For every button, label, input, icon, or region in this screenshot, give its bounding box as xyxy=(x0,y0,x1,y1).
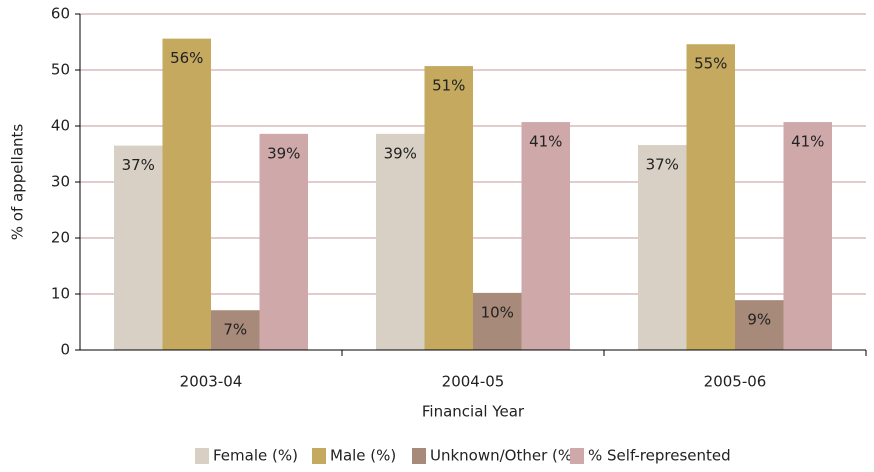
x-tick-label: 2004-05 xyxy=(442,373,505,391)
legend-label: % Self-represented xyxy=(588,447,731,465)
bar xyxy=(521,122,570,350)
bar xyxy=(376,133,425,350)
data-label: 7% xyxy=(223,321,247,339)
data-label: 10% xyxy=(481,303,514,321)
legend-swatch xyxy=(195,448,209,464)
y-tick-label: 0 xyxy=(60,341,70,359)
bar xyxy=(686,44,735,351)
data-label: 51% xyxy=(432,77,465,95)
x-axis-label: Financial Year xyxy=(422,403,525,421)
legend-swatch xyxy=(412,448,426,464)
y-tick-label: 40 xyxy=(51,117,70,135)
y-tick-label: 60 xyxy=(51,5,70,23)
y-tick-label: 50 xyxy=(51,61,70,79)
data-label: 37% xyxy=(122,156,155,174)
bar xyxy=(735,300,784,350)
bar xyxy=(259,133,308,350)
data-label: 55% xyxy=(694,55,727,73)
y-tick-label: 10 xyxy=(51,285,70,303)
data-label: 37% xyxy=(646,156,679,174)
y-tick-label: 30 xyxy=(51,173,70,191)
bar xyxy=(424,66,473,350)
bar xyxy=(473,292,522,350)
legend-swatch xyxy=(570,448,584,464)
bar xyxy=(211,310,260,350)
data-label: 41% xyxy=(791,133,824,151)
data-label: 9% xyxy=(747,311,771,329)
legend-label: Unknown/Other (%) xyxy=(430,447,578,465)
bar xyxy=(114,145,163,350)
bar xyxy=(783,122,832,350)
legend-label: Female (%) xyxy=(213,447,298,465)
data-label: 56% xyxy=(170,49,203,67)
data-label: 39% xyxy=(267,144,300,162)
bar xyxy=(638,145,687,350)
x-tick-label: 2003-04 xyxy=(180,373,243,391)
data-label: 41% xyxy=(529,133,562,151)
data-label: 39% xyxy=(384,144,417,162)
legend-label: Male (%) xyxy=(330,447,396,465)
y-tick-label: 20 xyxy=(51,229,70,247)
legend-swatch xyxy=(312,448,326,464)
bar xyxy=(162,38,211,350)
y-axis-label: % of appellants xyxy=(9,124,27,241)
x-tick-label: 2005-06 xyxy=(704,373,767,391)
